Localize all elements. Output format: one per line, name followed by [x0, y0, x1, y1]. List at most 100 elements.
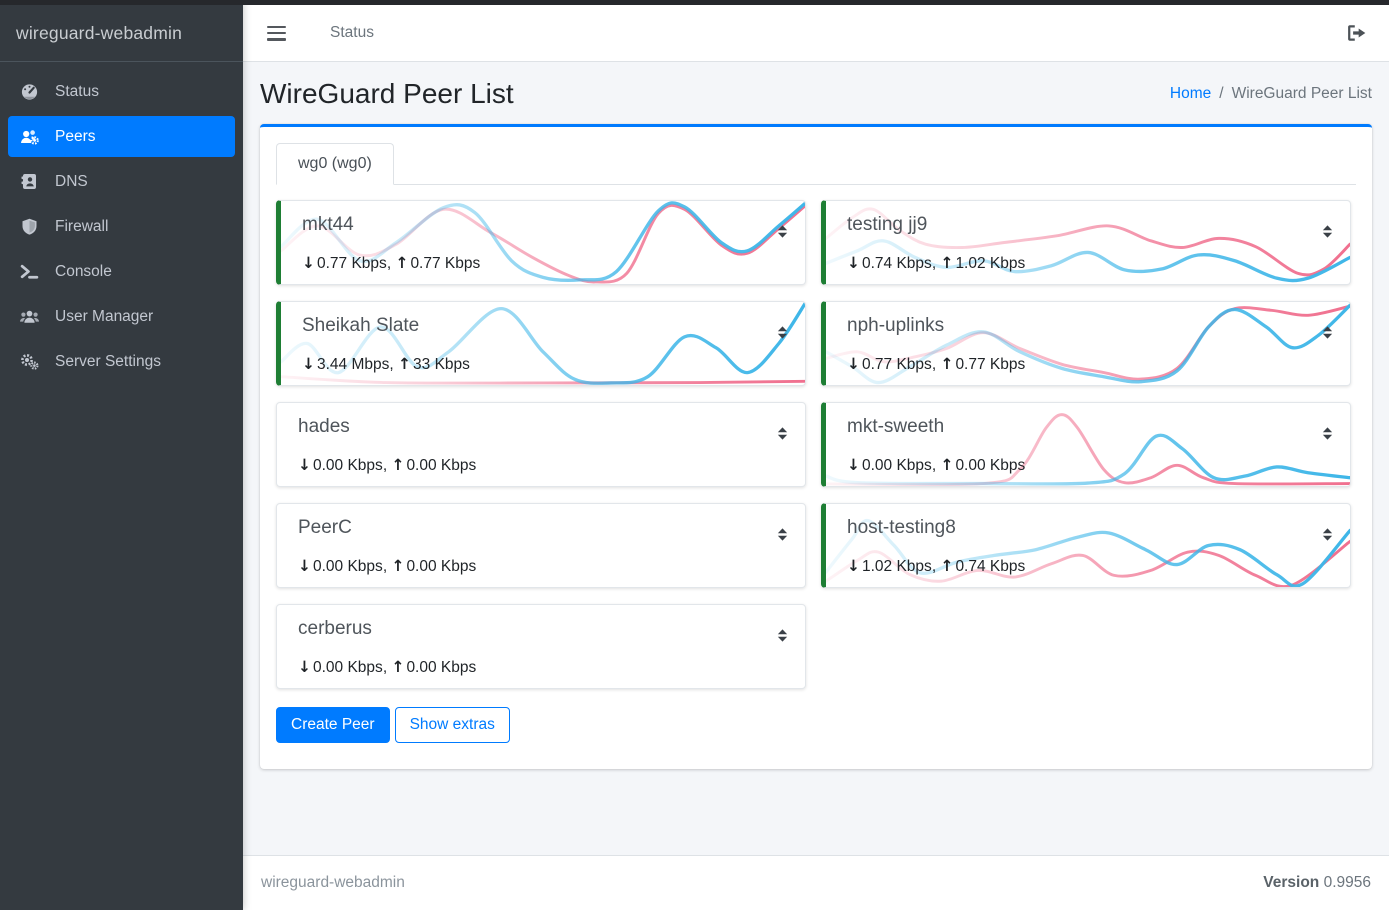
navbar-status-link[interactable]: Status — [330, 24, 374, 41]
sort-icon[interactable] — [1321, 527, 1334, 542]
sidebar-item-status[interactable]: Status — [8, 71, 235, 112]
upload-arrow-icon: ↑ — [940, 456, 954, 474]
sort-icon[interactable] — [1321, 224, 1334, 239]
peer-name: testing jj9 — [847, 214, 928, 235]
sidebar-item-label: User Manager — [55, 307, 154, 325]
sort-icon[interactable] — [776, 426, 789, 441]
sidebar-item-firewall[interactable]: Firewall — [8, 206, 235, 247]
sort-icon[interactable] — [1321, 325, 1334, 340]
cogs-icon — [16, 353, 42, 370]
upload-arrow-icon: ↑ — [391, 456, 405, 474]
hamburger-icon[interactable] — [267, 25, 286, 41]
footer-app-name: wireguard-webadmin — [261, 874, 405, 891]
sidebar-item-dns[interactable]: DNS — [8, 161, 235, 202]
footer-version: Version 0.9956 — [1263, 874, 1371, 892]
sidebar-item-label: Console — [55, 262, 112, 280]
download-arrow-icon: ↓ — [847, 456, 860, 474]
peer-card-cerberus[interactable]: cerberus ↓ 0.00 Kbps, ↑ 0.00 Kbps — [276, 604, 806, 689]
peer-traffic: ↓ 0.74 Kbps, ↑ 1.02 Kbps — [847, 254, 1026, 272]
upload-arrow-icon: ↑ — [940, 355, 954, 373]
peer-name: Sheikah Slate — [302, 315, 420, 336]
page-title: WireGuard Peer List — [260, 78, 514, 109]
sidebar-item-peers[interactable]: Peers — [8, 116, 235, 157]
sort-icon[interactable] — [776, 325, 789, 340]
footer-version-label: Version — [1263, 874, 1320, 891]
content-area: WireGuard Peer List Home / WireGuard Pee… — [243, 62, 1389, 855]
breadcrumb: Home / WireGuard Peer List — [1170, 85, 1372, 103]
sidebar-item-label: DNS — [55, 172, 88, 190]
breadcrumb-current: WireGuard Peer List — [1231, 85, 1372, 102]
sidebar-item-label: Peers — [55, 127, 96, 145]
upload-arrow-icon: ↑ — [940, 254, 954, 272]
sidebar-item-server-settings[interactable]: Server Settings — [8, 341, 235, 382]
create-peer-button[interactable]: Create Peer — [276, 707, 390, 743]
sidebar-menu: Status Peers DNS Firewall Console User M… — [0, 62, 243, 395]
traffic-sparkline — [826, 413, 1350, 486]
sort-icon[interactable] — [1321, 426, 1334, 441]
peer-column-right: testing jj9 ↓ 0.74 Kbps, ↑ 1.02 Kbps nph-u… — [821, 200, 1351, 705]
actions-row: Create Peer Show extras — [276, 707, 1356, 743]
download-arrow-icon: ↓ — [298, 658, 311, 676]
peer-traffic: ↓ 0.77 Kbps, ↑ 0.77 Kbps — [302, 254, 481, 272]
peer-card-peerc[interactable]: PeerC ↓ 0.00 Kbps, ↑ 0.00 Kbps — [276, 503, 806, 588]
peer-card-nph-uplinks[interactable]: nph-uplinks ↓ 0.77 Kbps, ↑ 0.77 Kbps — [821, 301, 1351, 386]
peer-traffic: ↓ 0.00 Kbps, ↑ 0.00 Kbps — [298, 456, 477, 474]
download-arrow-icon: ↓ — [298, 456, 311, 474]
peer-traffic: ↓ 0.00 Kbps, ↑ 0.00 Kbps — [298, 658, 477, 676]
peer-name: PeerC — [298, 517, 352, 538]
sign-out-icon[interactable] — [1347, 24, 1367, 42]
shield-icon — [16, 218, 42, 235]
show-extras-button[interactable]: Show extras — [394, 707, 510, 743]
brand-title[interactable]: wireguard-webadmin — [0, 5, 243, 62]
download-arrow-icon: ↓ — [302, 355, 315, 373]
top-navbar: Status — [243, 5, 1389, 62]
page-header: WireGuard Peer List Home / WireGuard Pee… — [260, 76, 1372, 124]
sidebar-item-label: Firewall — [55, 217, 109, 235]
download-arrow-icon: ↓ — [298, 557, 311, 575]
interface-tabs: wg0 (wg0) — [276, 143, 1356, 185]
traffic-sparkline — [281, 201, 805, 284]
sidebar: wireguard-webadmin Status Peers DNS Fire… — [0, 0, 243, 910]
tab-wg0[interactable]: wg0 (wg0) — [276, 143, 394, 185]
peer-traffic: ↓ 0.00 Kbps, ↑ 0.00 Kbps — [298, 557, 477, 575]
breadcrumb-separator: / — [1219, 85, 1224, 102]
peer-traffic: ↓ 3.44 Mbps, ↑ 33 Kbps — [302, 355, 470, 373]
peer-card-host-testing8[interactable]: host-testing8 ↓ 1.02 Kbps, ↑ 0.74 Kbps — [821, 503, 1351, 588]
sidebar-item-label: Status — [55, 82, 99, 100]
upload-arrow-icon: ↑ — [391, 658, 405, 676]
peer-card-mkt44[interactable]: mkt44 ↓ 0.77 Kbps, ↑ 0.77 Kbps — [276, 200, 806, 285]
peer-name: cerberus — [298, 618, 372, 639]
traffic-sparkline — [281, 302, 805, 385]
peer-name: hades — [298, 416, 350, 437]
peer-card-sheikah-slate[interactable]: Sheikah Slate ↓ 3.44 Mbps, ↑ 33 Kbps — [276, 301, 806, 386]
breadcrumb-home-link[interactable]: Home — [1169, 85, 1212, 102]
upload-arrow-icon: ↑ — [391, 557, 405, 575]
download-arrow-icon: ↓ — [847, 557, 860, 575]
peer-card-mkt-sweeth[interactable]: mkt-sweeth ↓ 0.00 Kbps, ↑ 0.00 Kbps — [821, 402, 1351, 487]
peer-card-testing-jj9[interactable]: testing jj9 ↓ 0.74 Kbps, ↑ 1.02 Kbps — [821, 200, 1351, 285]
sort-icon[interactable] — [776, 527, 789, 542]
peer-name: mkt-sweeth — [847, 416, 945, 437]
peer-card-hades[interactable]: hades ↓ 0.00 Kbps, ↑ 0.00 Kbps — [276, 402, 806, 487]
terminal-icon — [16, 263, 42, 280]
sort-icon[interactable] — [776, 224, 789, 239]
traffic-sparkline — [826, 303, 1350, 385]
upload-arrow-icon: ↑ — [395, 254, 409, 272]
traffic-sparkline — [277, 582, 805, 587]
footer: wireguard-webadmin Version 0.9956 — [243, 855, 1389, 910]
traffic-sparkline — [277, 683, 805, 688]
download-arrow-icon: ↓ — [847, 254, 860, 272]
sidebar-item-label: Server Settings — [55, 352, 161, 370]
upload-arrow-icon: ↑ — [398, 355, 412, 373]
peer-list-card: wg0 (wg0) mkt44 ↓ 0.77 Kbps, ↑ 0.77 Kbps S… — [260, 124, 1372, 769]
peer-name: nph-uplinks — [847, 315, 945, 336]
upload-arrow-icon: ↑ — [940, 557, 954, 575]
users-icon — [16, 308, 42, 325]
traffic-sparkline — [277, 481, 805, 486]
peer-name: mkt44 — [302, 214, 354, 235]
sort-icon[interactable] — [776, 628, 789, 643]
traffic-sparkline — [826, 207, 1350, 283]
sidebar-item-console[interactable]: Console — [8, 251, 235, 292]
sidebar-item-user-manager[interactable]: User Manager — [8, 296, 235, 337]
tachometer-icon — [16, 83, 42, 100]
